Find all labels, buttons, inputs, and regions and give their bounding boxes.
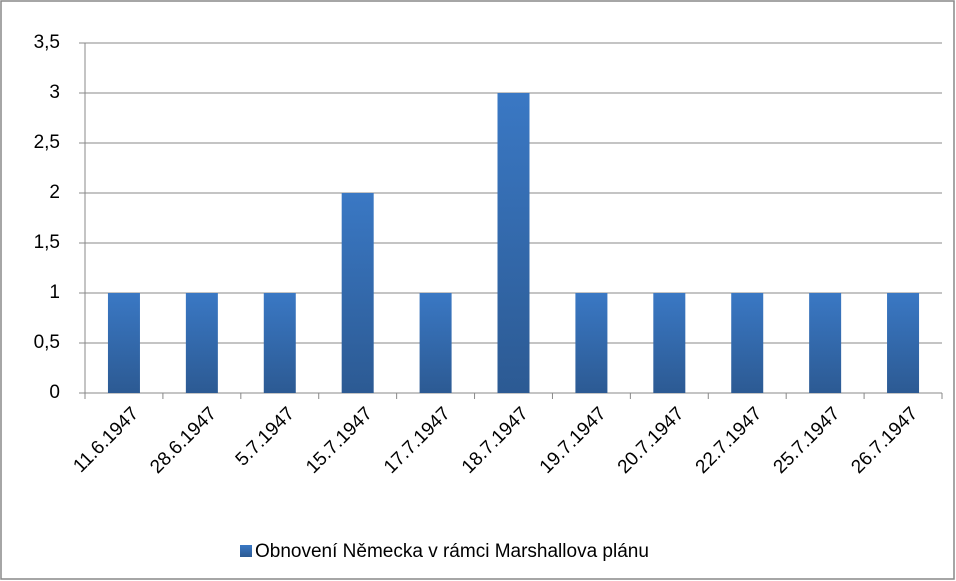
bar — [497, 93, 530, 393]
y-tick-label: 3 — [49, 82, 60, 103]
y-tick-label: 2 — [49, 182, 60, 203]
y-tick-label: 0 — [49, 382, 60, 403]
bar — [185, 293, 218, 393]
legend-label: Obnovení Německa v rámci Marshallova plá… — [255, 541, 649, 562]
bar — [419, 293, 452, 393]
bar — [809, 293, 842, 393]
bar — [263, 293, 296, 393]
bar — [575, 293, 608, 393]
y-tick-label: 3,5 — [34, 32, 60, 53]
y-tick-label: 0,5 — [34, 332, 60, 353]
bar — [887, 293, 920, 393]
y-tick-label: 2,5 — [34, 132, 60, 153]
bar — [107, 293, 140, 393]
bar — [341, 193, 374, 393]
bar — [731, 293, 764, 393]
bar — [653, 293, 686, 393]
y-tick-label: 1,5 — [34, 232, 60, 253]
legend-swatch — [240, 545, 252, 557]
y-tick-label: 1 — [49, 282, 60, 303]
